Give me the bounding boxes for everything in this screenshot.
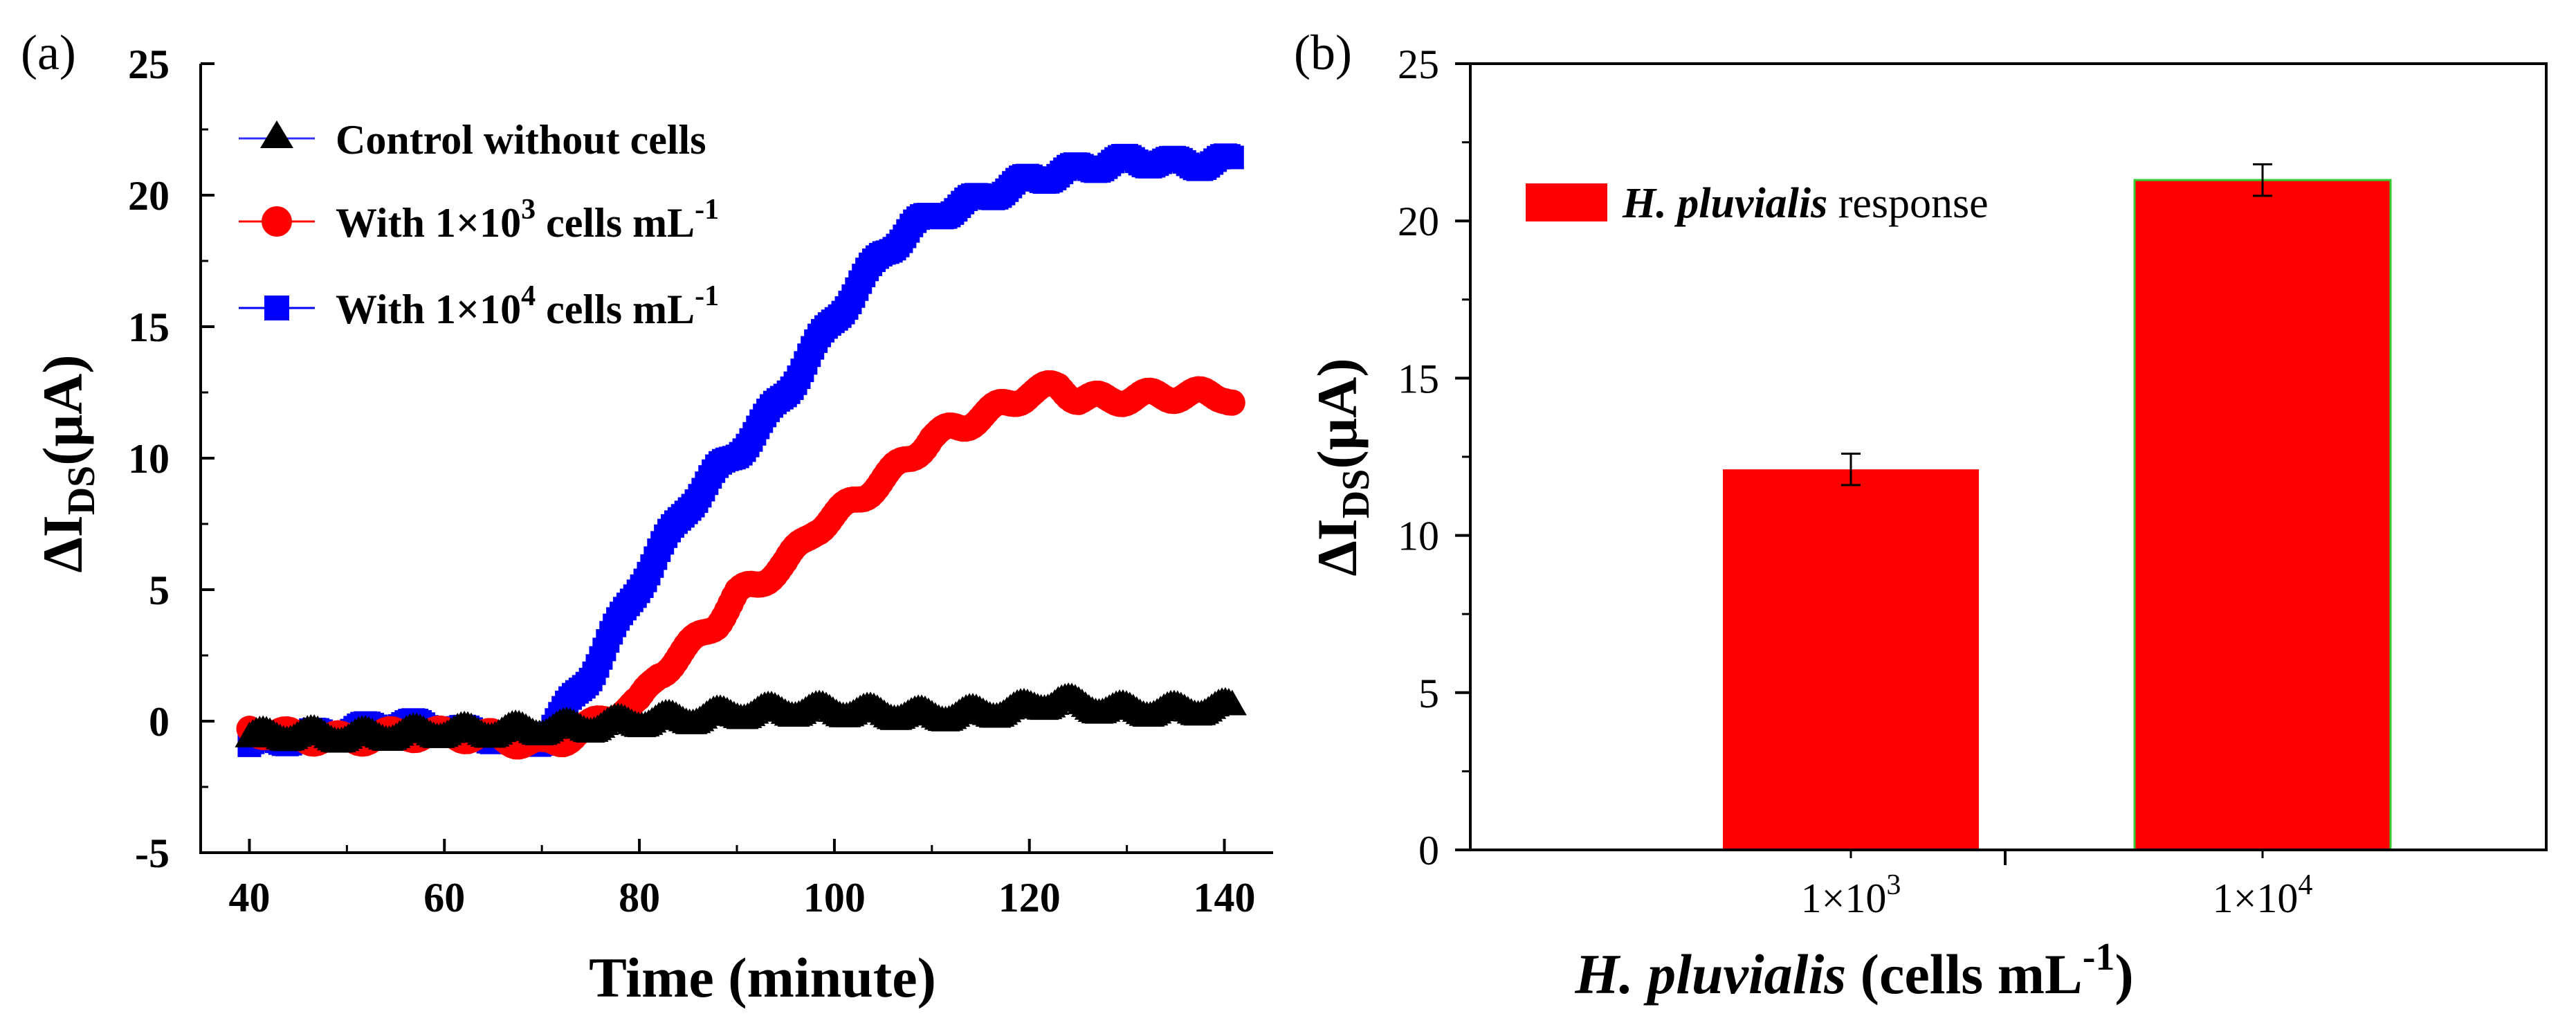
- category-base: 1×10: [1801, 876, 1887, 921]
- legend-circle-marker: [262, 206, 292, 237]
- legend-swatch-response: [1526, 183, 1607, 221]
- panel-b-y-tick-label: 15: [1398, 356, 1439, 401]
- category-base: 1×10: [2213, 876, 2299, 921]
- panel-a-y-tick-label: -5: [135, 831, 170, 876]
- series-circle: [236, 370, 1245, 760]
- panel-a-axes: [199, 62, 1273, 854]
- legend-label-1e4: With 1×104 cells mL-1: [336, 280, 719, 332]
- panel-b-label: (b): [1294, 25, 1352, 80]
- data-point-triangle: [1217, 689, 1247, 716]
- panel-a-x-tick-label: 80: [619, 875, 660, 920]
- panel-a-x-tick-label: 140: [1194, 875, 1256, 920]
- panel-b-x-tick-label: 1×104: [2213, 869, 2313, 921]
- panel-b-y-tick-label: 5: [1418, 671, 1439, 716]
- panel-a-label: (a): [21, 25, 76, 80]
- panel-b-y-tick-label: 20: [1398, 199, 1439, 244]
- panel-b-y-tick-label: 10: [1398, 514, 1439, 559]
- panel-b-x-axis-close: ): [2114, 943, 2133, 1006]
- panel-a-legend: Control without cells With 1×103 cells m…: [239, 117, 719, 332]
- legend-label-1e3: With 1×103 cells mL-1: [336, 194, 719, 246]
- bar-1e4: [2133, 179, 2392, 851]
- panel-a-y-tick-label: 10: [128, 436, 170, 482]
- legend-1e4-tail: cells mL: [536, 287, 695, 332]
- bar-1e3: [1723, 469, 1979, 850]
- legend-label-control: Control without cells: [336, 117, 706, 163]
- legend-item-control: Control without cells: [239, 117, 706, 163]
- panel-b-x-tick-label: 1×103: [1801, 869, 1901, 921]
- legend-response-rest: response: [1827, 180, 1988, 227]
- panel-a-series: [235, 143, 1247, 760]
- panel-a-x-tick-label: 40: [228, 875, 270, 920]
- panel-b-bars: [1723, 163, 2392, 851]
- legend-triangle-marker: [260, 120, 293, 148]
- panel-a-y-axis-title: ΔIDS(μA): [31, 354, 103, 572]
- panel-b-y-tick-label: 0: [1418, 828, 1439, 873]
- panel-a-y-tick-label: 15: [128, 305, 170, 350]
- legend-1e4-sup: 4: [521, 280, 536, 312]
- panel-b-x-axis-rest: (cells mL: [1846, 943, 2083, 1006]
- panel-b-y-axis-unit: (μA): [1306, 358, 1369, 469]
- legend-square-marker: [264, 296, 289, 320]
- panel-b-axes: [1455, 62, 2548, 865]
- panel-a-y-axis-delta-i: ΔI: [31, 515, 94, 572]
- series-triangle: [235, 682, 1247, 753]
- legend-1e3-sup: 3: [521, 194, 536, 226]
- legend-label-response: H. pluvialis response: [1622, 180, 1989, 227]
- panel-a-y-axis-unit: (μA): [31, 354, 94, 465]
- panel-a-y-tick-label: 25: [128, 42, 170, 87]
- panel-a-y-axis-subscript: DS: [60, 466, 103, 516]
- data-point-circle: [1218, 389, 1245, 416]
- panel-a-x-tick-label: 60: [423, 875, 465, 920]
- panel-a-x-axis-title: Time (minute): [589, 946, 936, 1009]
- panel-b-x-axis-title: H. pluvialis (cells mL-1): [1574, 936, 2133, 1006]
- legend-1e3-tail: cells mL: [536, 200, 695, 246]
- panel-b-legend: H. pluvialis response: [1526, 180, 1989, 227]
- panel-b-y-axis-delta-i: ΔI: [1306, 518, 1369, 576]
- data-point-square: [1220, 145, 1244, 170]
- legend-1e4-text: With 1×10: [336, 287, 521, 332]
- panel-a-y-tick-label: 20: [128, 173, 170, 219]
- legend-response-italic: H. pluvialis: [1622, 180, 1827, 227]
- legend-item-1e3: With 1×103 cells mL-1: [239, 194, 719, 246]
- panel-a-x-tick-label: 100: [803, 875, 866, 920]
- panel-a: (a) -5 0 5 10 15 20 25 40 60 80 100 120 140 Time (mi…: [21, 25, 1273, 1009]
- panel-a-y-tick-label: 0: [149, 699, 170, 745]
- legend-1e3-tail-sup: -1: [695, 194, 719, 226]
- legend-1e4-tail-sup: -1: [695, 280, 719, 312]
- panel-a-y-tick-label: 5: [149, 568, 170, 613]
- panel-a-tick-labels: -5 0 5 10 15 20 25 40 60 80 100 120 140: [128, 42, 1256, 920]
- legend-1e3-text: With 1×10: [336, 200, 521, 246]
- panel-a-x-tick-label: 120: [998, 875, 1061, 920]
- panel-b-y-tick-label: 25: [1398, 42, 1439, 87]
- category-sup: 4: [2298, 869, 2312, 901]
- panel-b-x-axis-sup: -1: [2083, 936, 2115, 979]
- panel-b-y-axis-title: ΔIDS(μA): [1306, 358, 1378, 576]
- panel-b-x-axis-italic: H. pluvialis: [1574, 943, 1846, 1006]
- category-sup: 3: [1886, 869, 1901, 901]
- panel-b-y-axis-subscript: DS: [1335, 469, 1378, 519]
- legend-item-1e4: With 1×104 cells mL-1: [239, 280, 719, 332]
